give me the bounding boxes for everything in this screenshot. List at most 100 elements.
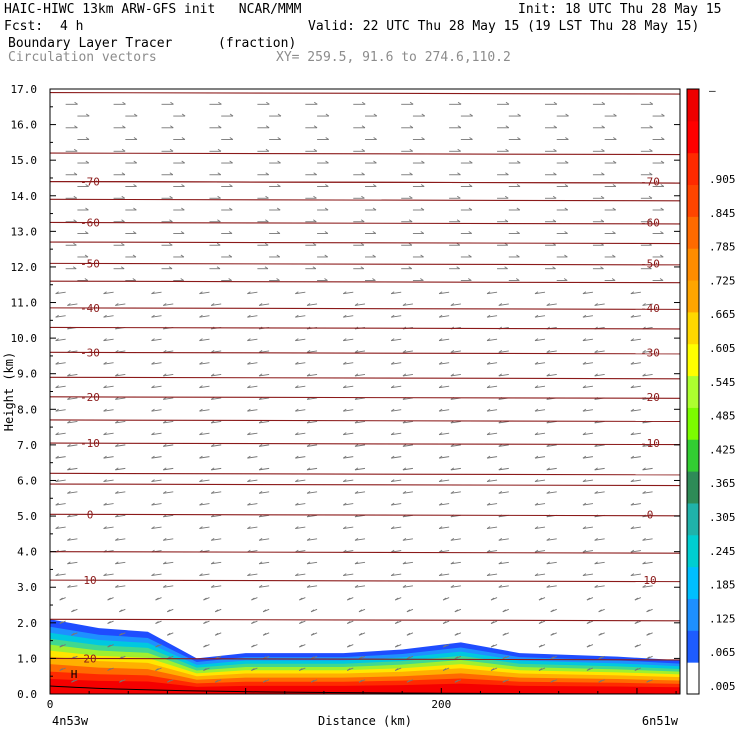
wind-vector [151,338,162,342]
wind-vector-head [155,597,159,601]
wind-vector [546,585,557,588]
wind-vector [486,291,498,295]
wind-vector-head [409,125,414,129]
wind-vector-head [546,373,550,377]
wind-vector [247,385,258,389]
wind-vector-head [295,432,299,436]
wind-vector-head [59,597,63,601]
wind-vector-head [151,408,155,412]
wind-vector-head [546,561,550,565]
wind-vector-head [169,219,173,223]
wind-vector [450,491,461,494]
wind-vector [354,397,366,400]
wind-vector-head [586,621,591,624]
temperature-contour [49,396,681,399]
wind-vector-head [115,467,119,471]
y-tick-label: 11.0 [11,297,38,310]
wind-vector [630,456,641,459]
wind-vector-head [210,350,215,353]
wind-vector [115,561,126,565]
wind-vector [211,561,222,565]
wind-vector [354,561,366,565]
wind-vector [67,373,78,377]
wind-vector-head [67,467,71,471]
wind-vector-head [630,408,635,412]
wind-vector-head [372,184,377,187]
wind-vector-head [324,254,328,258]
wind-vector-head [358,656,363,660]
wind-vector-head [438,573,443,576]
wind-vector-head [390,408,395,412]
wind-vector-head [133,184,137,187]
wind-vector-head [258,537,263,541]
wind-vector-head [103,479,107,482]
wind-vector [450,585,461,588]
x-left-endpoint: 4n53w [52,714,89,728]
colorbar-swatch [687,89,699,122]
wind-vector-head [361,125,366,129]
wind-vector [354,420,366,424]
wind-vector-head [486,291,491,295]
wind-vector-head [67,584,71,588]
wind-vector-head [646,656,650,660]
wind-vector-head [247,408,251,412]
wind-vector [199,432,210,436]
wind-vector-head [498,537,503,541]
y-tick-label: 7.0 [17,439,37,452]
wind-vector-head [486,573,491,576]
wind-vector [306,585,318,588]
wind-vector-head [358,679,363,683]
colorbar-swatch [687,248,699,281]
wind-vector [343,503,354,506]
wind-vector-head [372,254,376,258]
colorbar-label: .065 [709,646,736,659]
wind-vector-head [132,231,137,234]
wind-vector [486,550,498,553]
wind-vector-head [313,148,318,152]
y-tick-label: 0.0 [17,688,37,701]
colorbar-swatch [687,630,699,663]
wind-vector-head [103,573,107,576]
wind-vector-head [361,101,366,105]
wind-vector [354,373,366,377]
wind-vector-head [67,537,71,541]
wind-vector [582,550,594,553]
wind-vector-head [582,338,587,342]
wind-vector-head [373,160,377,164]
colorbar-swatch [687,471,699,504]
wind-vector-head [358,609,363,613]
wind-vector [402,444,414,447]
wind-vector [630,503,641,506]
contour-label: -10 [80,437,100,450]
wind-vector-head [613,137,617,140]
wind-vector-head [121,148,126,152]
wind-vector-head [409,172,413,176]
wind-vector-head [85,184,89,187]
tracer-shading [50,619,680,694]
wind-vector-head [295,526,299,529]
contour-label: -50 [640,257,660,270]
wind-vector [295,338,306,342]
wind-vector [582,315,594,318]
wind-vector-head [216,266,221,270]
wind-vector-head [612,231,616,234]
wind-vector-head [361,148,366,152]
wind-vector-head [409,195,413,199]
wind-vector-head [469,137,473,140]
contour-label: 0 [87,508,94,521]
wind-vector-head [486,502,491,506]
colorbar-label: .245 [709,545,736,558]
wind-vector-head [216,242,221,246]
wind-vector-head [71,679,75,683]
wind-vector-head [642,373,646,377]
wind-vector-head [73,242,77,246]
wind-vector-head [347,597,351,601]
temperature-contour [49,241,681,245]
wind-vector-head [582,526,587,529]
wind-vector-head [55,314,59,318]
wind-vector-head [394,597,399,601]
wind-vector-head [502,656,507,660]
wind-vector-head [181,184,185,187]
wind-vector [67,514,78,518]
